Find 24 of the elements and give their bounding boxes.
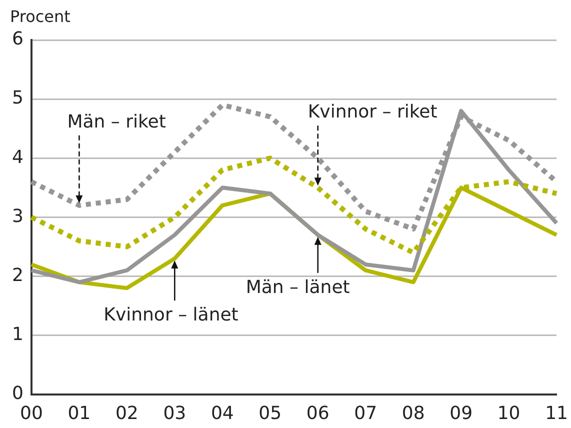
y-tick-label: 6 <box>12 28 24 50</box>
x-tick-label: 07 <box>354 402 378 424</box>
y-tick-label: 5 <box>12 88 24 109</box>
x-tick-label: 09 <box>450 402 473 424</box>
annotation: Män – riket <box>67 111 166 132</box>
x-tick-label: 02 <box>115 402 138 424</box>
x-tick-label: 05 <box>258 402 282 424</box>
x-tick-label: 06 <box>306 402 330 424</box>
annotation: Kvinnor – länet <box>104 304 238 326</box>
y-tick-label: 0 <box>12 383 24 404</box>
y-tick-label: 3 <box>12 206 24 227</box>
x-tick-label: 11 <box>545 402 568 424</box>
x-tick-label: 10 <box>497 402 520 424</box>
x-tick-label: 03 <box>163 402 186 424</box>
annotation: Män – länet <box>246 276 350 298</box>
y-axis-title: Procent <box>10 7 70 26</box>
x-tick-label: 04 <box>210 402 234 424</box>
annotation: Kvinnor – riket <box>308 102 438 123</box>
y-tick-label: 4 <box>12 146 24 168</box>
y-tick-label: 1 <box>12 324 24 346</box>
y-tick-label: 2 <box>12 264 24 286</box>
x-tick-label: 00 <box>20 402 43 424</box>
x-tick-label: 01 <box>68 402 91 424</box>
x-tick-label: 08 <box>402 402 425 424</box>
